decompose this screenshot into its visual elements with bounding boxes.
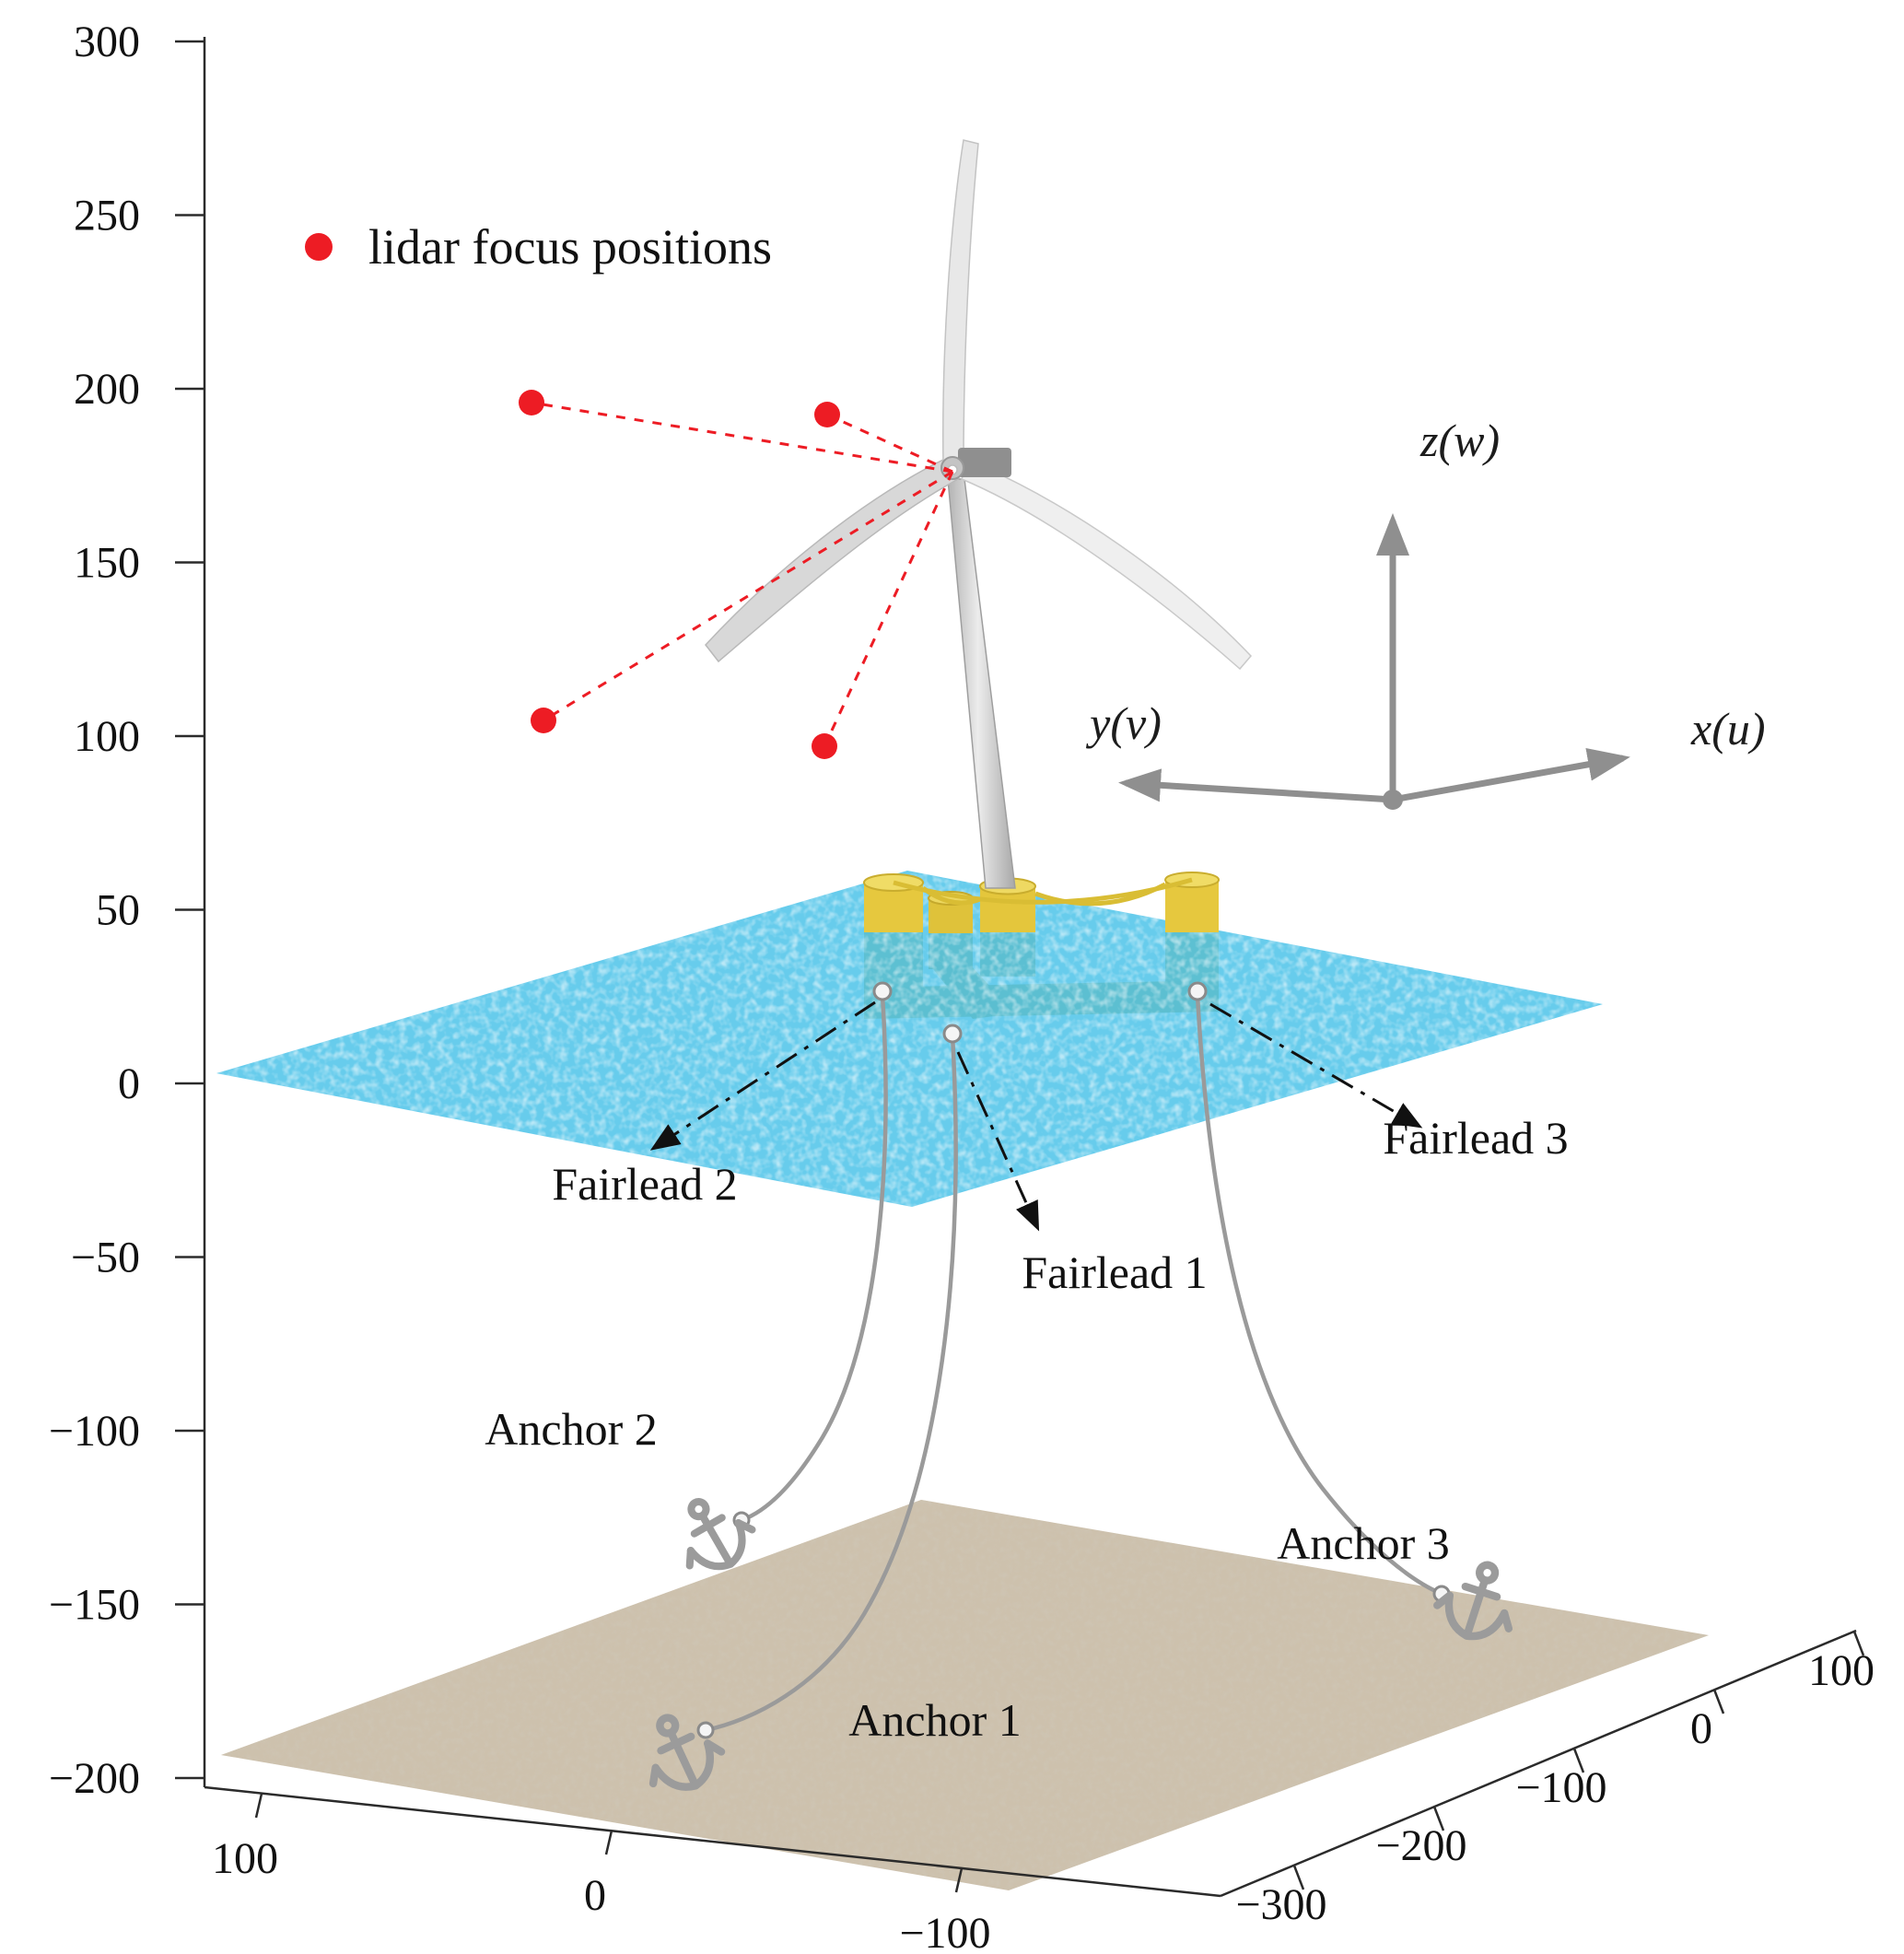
x-tick-label: 0 (584, 1871, 606, 1920)
anchor-3-label: Anchor 3 (1277, 1517, 1449, 1569)
coordinate-frame: z(w) y(v) x(u) (1085, 415, 1766, 810)
fairlead-marker-1 (942, 1024, 963, 1044)
z-tick-label: 200 (74, 365, 140, 414)
platform-brace-3 (893, 877, 1193, 905)
turbine-tower (947, 478, 1016, 889)
y-tick-label: −100 (1515, 1763, 1606, 1812)
y-axis-ticks: −300 −200 −100 0 100 (1235, 1631, 1875, 1929)
y-tick-mark (1852, 1631, 1865, 1656)
y-axis: −300 −200 −100 0 100 (1220, 1629, 1875, 1929)
z-tick-label: 50 (96, 886, 140, 935)
fairlead-1-label: Fairlead 1 (1022, 1246, 1207, 1298)
anchor-2-label: Anchor 2 (485, 1403, 657, 1455)
y-tick-mark (1712, 1689, 1725, 1714)
mooring-line-3 (1195, 994, 1443, 1597)
y-tick-label: 0 (1690, 1704, 1712, 1753)
frame-x-arrow (1392, 748, 1630, 803)
legend-marker-icon (305, 233, 333, 261)
lidar-focus-point (531, 708, 556, 733)
wind-turbine (705, 139, 1253, 889)
z-tick-label: 300 (74, 18, 140, 66)
frame-x-label: x(u) (1690, 703, 1766, 755)
platform-column-right (1164, 872, 1220, 932)
anchor-marker-1 (696, 1721, 715, 1739)
rotor-blade-right (961, 460, 1253, 671)
x-axis: 100 0 −100 (204, 1785, 1221, 1954)
rotor-blade-up (942, 139, 979, 467)
y-tick-label: −300 (1235, 1880, 1326, 1929)
z-tick-label: −200 (49, 1754, 140, 1803)
x-axis-line (204, 1785, 1221, 1898)
lidar-focus-point (519, 390, 544, 415)
fairlead-1-arrow (956, 1051, 1040, 1232)
frame-z-label: z(w) (1419, 415, 1500, 466)
z-axis-ticks: 300 250 200 150 100 50 0 −50 −100 −150 −200 (49, 18, 204, 1803)
fairlead-3-arrow (1209, 1002, 1423, 1129)
water-surface (216, 871, 1603, 1207)
z-tick-label: −100 (49, 1407, 140, 1456)
x-tick-label: −100 (899, 1909, 990, 1954)
y-tick-label: −200 (1375, 1821, 1466, 1870)
z-axis: 300 250 200 150 100 50 0 −50 −100 −150 −200 (49, 18, 206, 1803)
turbine-nacelle (958, 448, 1011, 477)
y-axis-line (1220, 1629, 1857, 1898)
frame-origin-dot (1383, 790, 1403, 810)
frame-y-label: y(v) (1085, 697, 1162, 749)
fairlead-2-label: Fairlead 2 (552, 1158, 737, 1210)
lidar-focus-point (814, 402, 840, 427)
x-tick-mark (604, 1830, 613, 1855)
lidar-beam-line (543, 470, 953, 722)
y-tick-mark (1572, 1748, 1585, 1773)
z-tick-label: 250 (74, 192, 140, 240)
lidar-beam-line (826, 413, 953, 474)
x-tick-mark (954, 1867, 964, 1893)
anchor-1-label: Anchor 1 (848, 1694, 1021, 1746)
z-tick-label: −50 (71, 1234, 140, 1282)
lidar-beam-line (823, 471, 954, 747)
legend: lidar focus positions (305, 219, 772, 275)
platform-column-back (928, 891, 974, 933)
z-tick-label: −150 (49, 1581, 140, 1630)
fairlead-marker-2 (872, 981, 893, 1001)
seabed-texture (221, 1500, 1709, 1890)
seabed-surface (221, 1500, 1709, 1890)
y-tick-mark (1432, 1806, 1445, 1831)
fairlead-marker-3 (1187, 981, 1208, 1001)
z-tick-label: 100 (74, 712, 140, 761)
legend-label: lidar focus positions (368, 219, 772, 275)
lidar-focus-point (812, 733, 837, 759)
x-tick-mark (254, 1793, 263, 1819)
rotor-blade-left (705, 458, 960, 663)
water-texture (216, 871, 1603, 1207)
mooring-line-2 (741, 994, 888, 1523)
lidar-beam-line (531, 401, 953, 474)
x-axis-ticks: 100 0 −100 (212, 1793, 991, 1954)
y-tick-label: 100 (1808, 1646, 1875, 1695)
mooring-line-1 (705, 1035, 958, 1733)
frame-y-arrow (1118, 768, 1394, 803)
x-tick-label: 100 (212, 1834, 278, 1883)
z-tick-label: 0 (118, 1059, 140, 1108)
annotations: Fairlead 2 Fairlead 1 Fairlead 3 Anchor … (485, 1000, 1569, 1746)
fairlead-3-label: Fairlead 3 (1383, 1112, 1568, 1164)
lidar-beams (519, 390, 954, 759)
z-tick-label: 150 (74, 539, 140, 588)
y-tick-mark (1292, 1865, 1305, 1890)
